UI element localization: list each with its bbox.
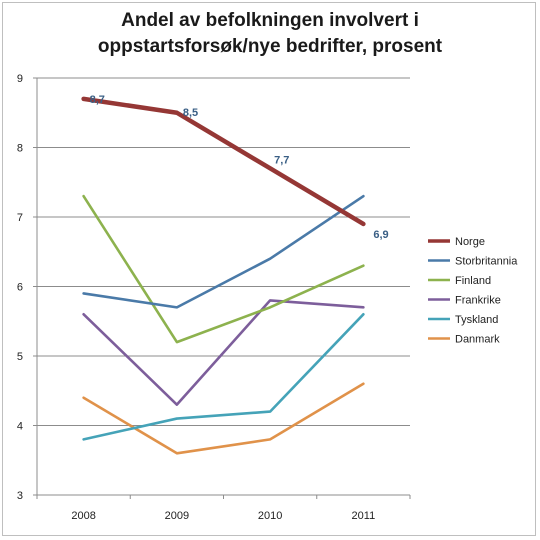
axes [36,78,411,499]
x-tick-label: 2008 [71,510,95,522]
data-labels: 8,7 8,5 7,7 6,9 [90,94,389,241]
x-tick-labels: 2008 2009 2010 2011 [71,510,375,522]
y-tick-label: 9 [17,73,23,85]
chart-title-line-1: Andel av befolkningen involvert i [121,10,419,31]
legend-label: Finland [455,275,491,287]
data-label: 8,7 [90,94,105,106]
legend-label: Tyskland [455,314,498,326]
legend-label: Storbritannia [455,256,518,268]
series-line-tyskland [82,312,365,441]
legend-label: Frankrike [455,295,501,307]
series-line-frankrike [82,299,365,406]
y-tick-labels: 3 4 5 6 7 8 9 [17,73,23,502]
chart-frame [2,2,536,536]
data-label: 7,7 [274,154,289,166]
series-line-finland [82,194,365,344]
y-tick-label: 5 [17,351,23,363]
x-tick-label: 2011 [352,510,376,522]
x-tick-label: 2009 [165,510,189,522]
series-line-storbritannia [82,194,365,309]
y-tick-label: 3 [17,490,23,502]
chart-title-line-2: oppstartsforsøk/nye bedrifter, prosent [97,36,443,57]
series-line-norge [81,96,366,227]
y-tick-label: 6 [17,282,23,294]
legend: Norge Storbritannia Finland Frankrike Tyskla… [428,236,518,346]
series-line-danmark [82,382,365,455]
legend-label: Norge [455,236,485,248]
y-tick-label: 4 [17,421,23,433]
data-label: 6,9 [373,229,388,241]
y-tick-label: 7 [17,212,23,224]
y-tick-label: 8 [17,143,23,155]
chart-title: Andel av befolkningen involvert i oppsta… [0,8,540,60]
data-label: 8,5 [183,107,198,119]
x-tick-label: 2010 [258,510,282,522]
series-lines [81,96,366,455]
legend-label: Danmark [455,334,500,346]
